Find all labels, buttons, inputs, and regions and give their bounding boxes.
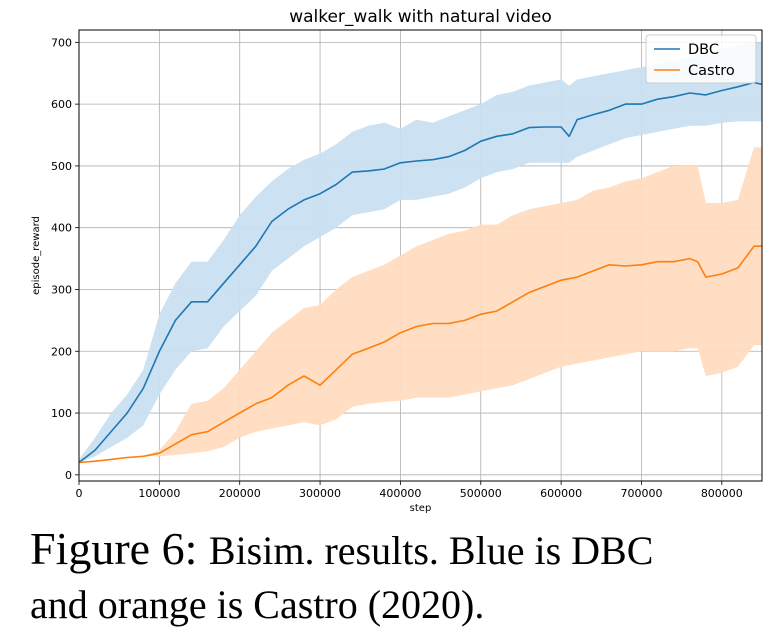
dbc-band xyxy=(79,42,762,463)
x-tick-label: 400000 xyxy=(379,487,421,500)
castro-line xyxy=(78,245,762,464)
figure-caption: Figure 6: Bisim. results. Blue is DBC an… xyxy=(30,522,780,632)
x-axis-label: step xyxy=(410,503,432,514)
caption-line-1: Figure 6: Bisim. results. Blue is DBC xyxy=(30,522,780,578)
x-tick-label: 300000 xyxy=(299,487,341,500)
y-tick-label: 100 xyxy=(51,407,72,420)
y-tick-label: 300 xyxy=(51,283,72,296)
chart-title: walker_walk with natural video xyxy=(289,7,552,27)
y-tick-label: 600 xyxy=(51,98,72,111)
legend-label-castro: Castro xyxy=(688,63,735,79)
castro-band xyxy=(79,147,762,463)
y-tick-label: 200 xyxy=(51,345,72,358)
y-tick-label: 0 xyxy=(65,469,72,482)
caption-text-line1: Bisim. results. Blue is DBC xyxy=(208,528,654,573)
x-tick-label: 500000 xyxy=(460,487,502,500)
x-tick-label: 700000 xyxy=(620,487,662,500)
caption-text-line2: and orange is Castro (2020). xyxy=(30,582,485,627)
y-tick-label: 700 xyxy=(51,36,72,49)
x-tick-label: 0 xyxy=(76,487,83,500)
line-chart: 0 100000 200000 300000 400000 500000 600000 700… xyxy=(31,7,763,514)
x-tick-label: 600000 xyxy=(540,487,582,500)
x-tick-label: 800000 xyxy=(701,487,743,500)
y-tick-label: 400 xyxy=(51,222,72,235)
y-tick-label: 500 xyxy=(51,160,72,173)
legend: DBC Castro xyxy=(645,34,757,84)
caption-label: Figure 6: xyxy=(30,523,198,574)
dbc-line xyxy=(78,81,763,464)
x-tick-label: 100000 xyxy=(138,487,180,500)
legend-label-dbc: DBC xyxy=(688,42,719,58)
confidence-bands xyxy=(79,42,762,463)
legend-box xyxy=(645,34,757,84)
x-tick-label: 200000 xyxy=(219,487,261,500)
axis-ticks: 0 100000 200000 300000 400000 500000 600000 700… xyxy=(51,36,743,500)
series-lines xyxy=(78,81,763,464)
plot-frame xyxy=(78,29,763,482)
y-axis-label: episode_reward xyxy=(31,216,42,295)
